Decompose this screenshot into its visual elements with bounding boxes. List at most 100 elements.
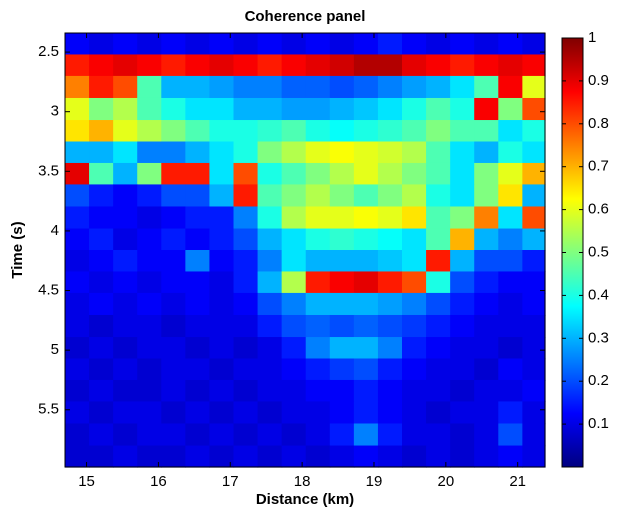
heatmap-cell [65, 120, 90, 143]
heatmap-cell [185, 54, 211, 77]
heatmap-cell [89, 206, 114, 230]
heatmap-cell [233, 379, 259, 403]
heatmap-cell [161, 206, 186, 230]
heatmap-cell [209, 162, 235, 186]
heatmap-cell [257, 75, 283, 99]
heatmap-cell [209, 445, 235, 468]
heatmap-cell [65, 97, 90, 121]
heatmap-cell [353, 206, 379, 230]
heatmap-cell [185, 314, 211, 338]
heatmap-cell [113, 445, 138, 468]
heatmap-cell [209, 401, 235, 425]
heatmap-cell [137, 228, 162, 251]
heatmap-cell [522, 423, 546, 447]
heatmap-cell [65, 250, 90, 273]
heatmap-cell [402, 184, 427, 208]
heatmap-cell [402, 206, 427, 230]
heatmap-cell [65, 75, 90, 99]
heatmap-cell [185, 162, 211, 186]
heatmap-cell [89, 33, 114, 56]
heatmap-cell [426, 358, 451, 381]
heatmap-cell [209, 314, 235, 338]
heatmap-cell [89, 75, 114, 99]
heatmap-cell [305, 97, 331, 121]
heatmap-cell [450, 292, 475, 316]
heatmap-cell [402, 314, 427, 338]
heatmap-cell [113, 250, 138, 273]
heatmap-cell [402, 75, 427, 99]
heatmap-cell [65, 337, 90, 360]
heatmap-cell [257, 141, 283, 164]
heatmap-cell [450, 379, 475, 403]
heatmap-cell [329, 250, 355, 273]
heatmap-cell [161, 54, 186, 77]
heatmap-cell [329, 228, 355, 251]
heatmap-cell [65, 184, 90, 208]
heatmap-cell [257, 120, 283, 143]
heatmap-cell [498, 271, 523, 294]
chart-title: Coherence panel [245, 8, 366, 25]
heatmap-cell [89, 292, 114, 316]
heatmap-cell [305, 314, 331, 338]
heatmap-cell [137, 379, 162, 403]
heatmap-cell [329, 206, 355, 230]
heatmap-cell [89, 379, 114, 403]
heatmap-cell [402, 97, 427, 121]
heatmap-cell [233, 445, 259, 468]
heatmap-cell [329, 33, 355, 56]
heatmap-cell [377, 337, 403, 360]
heatmap-cell [353, 358, 379, 381]
heatmap-cell [426, 184, 451, 208]
heatmap-cell [281, 162, 307, 186]
heatmap-cell [233, 271, 259, 294]
heatmap-cell [161, 292, 186, 316]
heatmap-cell [257, 54, 283, 77]
heatmap-cell [474, 75, 499, 99]
heatmap-cell [113, 75, 138, 99]
heatmap-cell [522, 337, 546, 360]
heatmap-cell [402, 358, 427, 381]
heatmap-cell [161, 379, 186, 403]
heatmap-cell [257, 314, 283, 338]
colorbar-tick-label: 0.2 [588, 372, 609, 389]
heatmap-cell [185, 271, 211, 294]
heatmap-cell [450, 228, 475, 251]
heatmap-cell [257, 184, 283, 208]
heatmap-cell [281, 358, 307, 381]
heatmap [65, 33, 546, 468]
heatmap-cell [161, 337, 186, 360]
colorbar-tick-label: 0.4 [588, 286, 609, 303]
colorbar-tick-label: 0.6 [588, 201, 609, 218]
heatmap-cell [257, 250, 283, 273]
heatmap-cell [209, 292, 235, 316]
x-tick-label: 19 [366, 473, 383, 490]
heatmap-cell [402, 337, 427, 360]
colorbar-tick-label: 0.3 [588, 329, 609, 346]
heatmap-cell [305, 337, 331, 360]
heatmap-cell [257, 292, 283, 316]
heatmap-cell [185, 445, 211, 468]
heatmap-cell [426, 120, 451, 143]
heatmap-cell [402, 423, 427, 447]
heatmap-cell [161, 141, 186, 164]
heatmap-cell [305, 423, 331, 447]
heatmap-cell [426, 401, 451, 425]
heatmap-cell [281, 445, 307, 468]
heatmap-cell [161, 401, 186, 425]
heatmap-cell [450, 141, 475, 164]
heatmap-cell [281, 337, 307, 360]
heatmap-cell [305, 206, 331, 230]
heatmap-cell [209, 250, 235, 273]
heatmap-cell [402, 292, 427, 316]
heatmap-cell [474, 162, 499, 186]
heatmap-cell [137, 33, 162, 56]
heatmap-cell [161, 423, 186, 447]
heatmap-cell [305, 33, 331, 56]
heatmap-cell [113, 54, 138, 77]
heatmap-cell [329, 358, 355, 381]
heatmap-cell [450, 54, 475, 77]
heatmap-cell [522, 379, 546, 403]
heatmap-cell [89, 184, 114, 208]
heatmap-cell [522, 97, 546, 121]
